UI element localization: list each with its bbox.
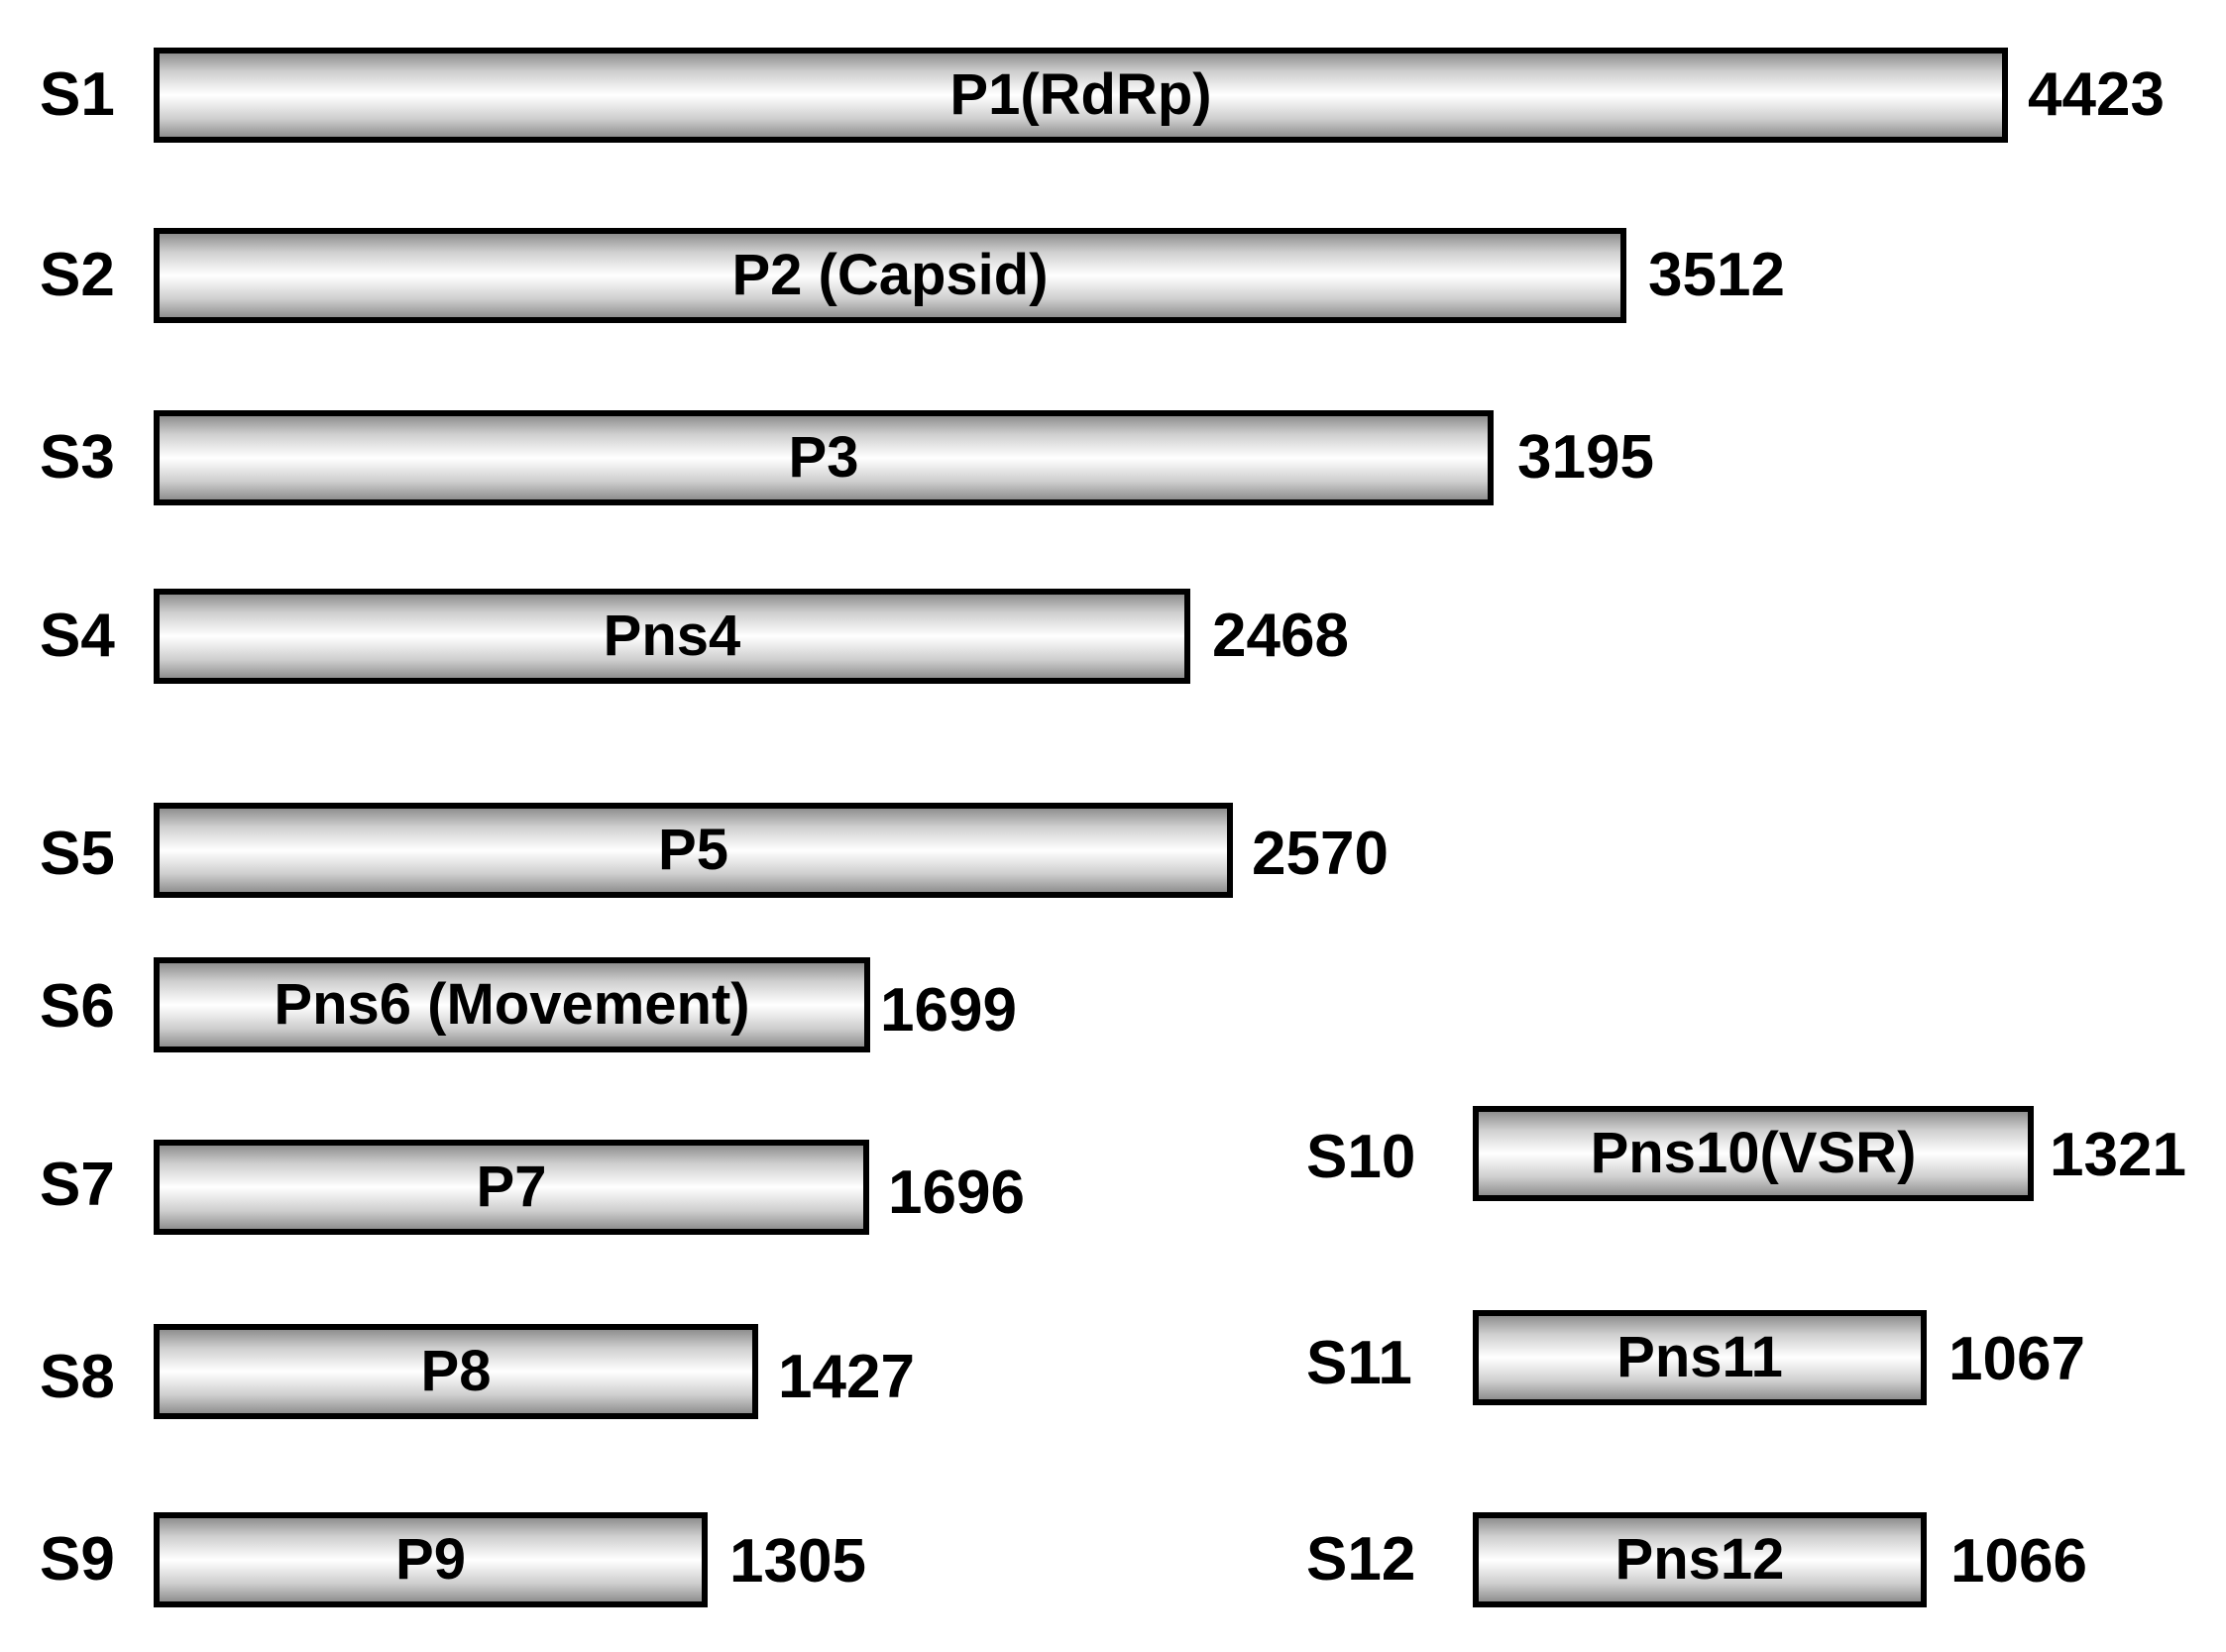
protein-label-p7: P7 xyxy=(476,1155,547,1219)
protein-label-p8: P8 xyxy=(420,1339,492,1403)
segment-label-s9: S9 xyxy=(40,1525,115,1594)
segment-bar-s8: P8 xyxy=(154,1324,758,1419)
segment-length-s8: 1427 xyxy=(778,1343,915,1411)
segment-label-s12: S12 xyxy=(1306,1525,1416,1594)
segment-bar-s5: P5 xyxy=(154,803,1233,898)
segment-label-s3: S3 xyxy=(40,423,115,492)
segment-length-s4: 2468 xyxy=(1212,602,1349,670)
protein-label-p1: P1(RdRp) xyxy=(949,62,1212,127)
segment-bar-s6: Pns6 (Movement) xyxy=(154,957,870,1052)
protein-label-p5: P5 xyxy=(658,818,728,882)
segment-label-s11: S11 xyxy=(1306,1329,1412,1397)
segment-label-s7: S7 xyxy=(40,1151,115,1219)
segment-length-s10: 1321 xyxy=(2050,1121,2186,1189)
protein-label-pns12: Pns12 xyxy=(1614,1527,1785,1592)
segment-label-s2: S2 xyxy=(40,241,115,309)
segment-label-s6: S6 xyxy=(40,972,115,1041)
segment-length-s11: 1067 xyxy=(1948,1325,2085,1393)
segment-length-s9: 1305 xyxy=(729,1527,866,1596)
protein-label-p2: P2 (Capsid) xyxy=(731,243,1049,307)
segment-bar-s11: Pns11 xyxy=(1473,1310,1927,1405)
segment-length-s5: 2570 xyxy=(1252,820,1389,888)
segment-label-s8: S8 xyxy=(40,1343,115,1411)
protein-label-pns10: Pns10(VSR) xyxy=(1590,1121,1917,1185)
segment-bar-s7: P7 xyxy=(154,1140,869,1235)
segment-length-s6: 1699 xyxy=(880,976,1017,1045)
segment-bar-s3: P3 xyxy=(154,410,1494,505)
segment-length-s1: 4423 xyxy=(2028,60,2165,129)
protein-label-pns6: Pns6 (Movement) xyxy=(274,972,750,1037)
protein-label-pns4: Pns4 xyxy=(603,604,741,668)
segment-length-s3: 3195 xyxy=(1517,423,1654,492)
protein-label-pns11: Pns11 xyxy=(1616,1325,1783,1389)
segment-label-s10: S10 xyxy=(1306,1123,1416,1191)
segment-bar-s1: P1(RdRp) xyxy=(154,48,2008,143)
protein-label-p3: P3 xyxy=(788,425,859,490)
segment-label-s5: S5 xyxy=(40,820,115,888)
segment-length-s2: 3512 xyxy=(1648,241,1785,309)
segment-bar-s10: Pns10(VSR) xyxy=(1473,1106,2034,1201)
protein-label-p9: P9 xyxy=(395,1527,466,1592)
segment-label-s1: S1 xyxy=(40,60,115,129)
segment-length-s7: 1696 xyxy=(888,1158,1025,1227)
segment-label-s4: S4 xyxy=(40,602,115,670)
segment-bar-s2: P2 (Capsid) xyxy=(154,228,1626,323)
segment-bar-s4: Pns4 xyxy=(154,589,1190,684)
segment-length-s12: 1066 xyxy=(1950,1527,2087,1596)
segment-bar-s9: P9 xyxy=(154,1512,708,1607)
segment-bar-s12: Pns12 xyxy=(1473,1512,1927,1607)
